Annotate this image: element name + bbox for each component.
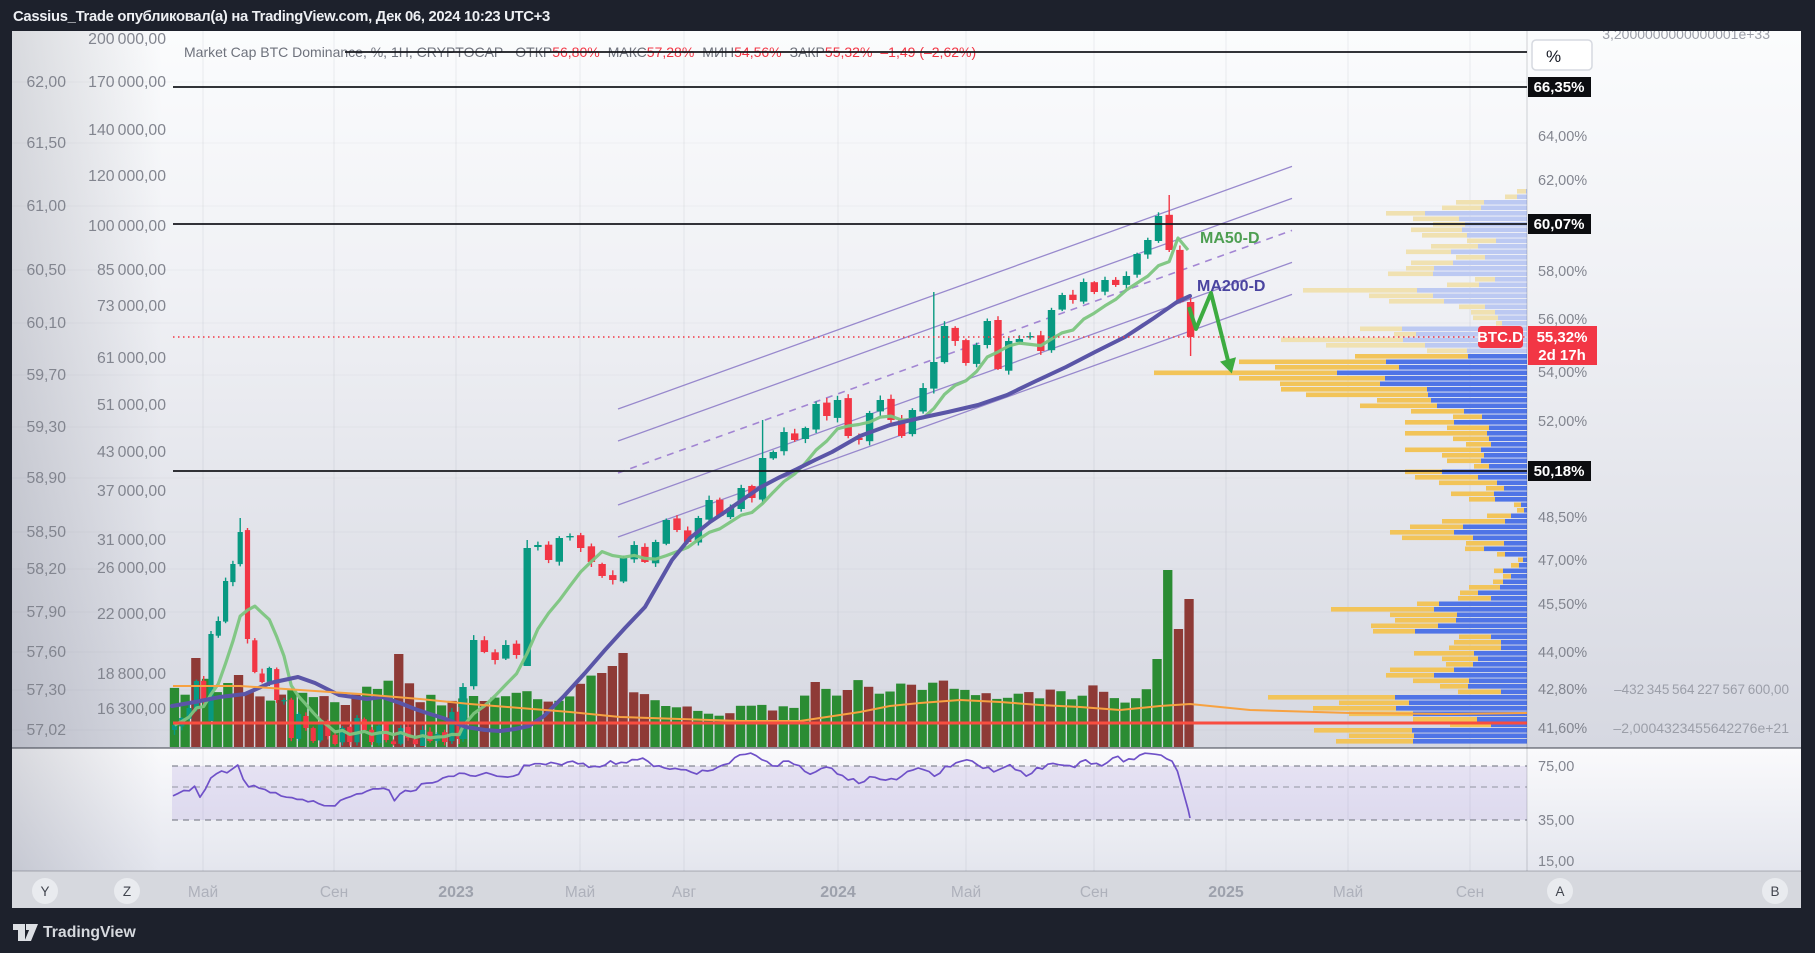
svg-text:170 000,00: 170 000,00 — [88, 74, 166, 91]
svg-text:59,70: 59,70 — [26, 367, 66, 384]
svg-text:64,00%: 64,00% — [1538, 129, 1587, 145]
svg-text:200 000,00: 200 000,00 — [88, 31, 166, 48]
svg-text:58,20: 58,20 — [26, 561, 66, 578]
svg-text:48,50%: 48,50% — [1538, 510, 1587, 526]
svg-text:59,30: 59,30 — [26, 419, 66, 436]
svg-text:15,00: 15,00 — [1538, 854, 1574, 870]
svg-text:MA200-D: MA200-D — [1197, 278, 1265, 295]
svg-text:61,00: 61,00 — [26, 198, 66, 215]
svg-text:51 000,00: 51 000,00 — [97, 397, 166, 414]
svg-text:140 000,00: 140 000,00 — [88, 122, 166, 139]
svg-text:56,00%: 56,00% — [1538, 312, 1587, 328]
svg-text:60,50: 60,50 — [26, 262, 66, 279]
svg-text:B: B — [1770, 884, 1779, 899]
svg-text:60,07%: 60,07% — [1534, 216, 1585, 233]
svg-text:16 300,00: 16 300,00 — [97, 701, 166, 718]
svg-text:57,30: 57,30 — [26, 682, 66, 699]
svg-text:Май: Май — [951, 884, 981, 901]
svg-text:57,02: 57,02 — [26, 722, 66, 739]
svg-text:120 000,00: 120 000,00 — [88, 168, 166, 185]
svg-text:58,00%: 58,00% — [1538, 264, 1587, 280]
svg-text:Z: Z — [123, 884, 131, 899]
svg-text:57,60: 57,60 — [26, 644, 66, 661]
svg-text:Май: Май — [188, 884, 218, 901]
svg-text:MA50-D: MA50-D — [1200, 230, 1260, 247]
svg-text:Cassius_Trade опубликовал(а) н: Cassius_Trade опубликовал(а) на TradingV… — [13, 9, 550, 25]
svg-text:Y: Y — [40, 884, 49, 899]
svg-text:31 000,00: 31 000,00 — [97, 532, 166, 549]
svg-text:66,35%: 66,35% — [1534, 79, 1585, 96]
svg-text:62,00: 62,00 — [26, 74, 66, 91]
svg-text:Май: Май — [565, 884, 595, 901]
svg-text:73 000,00: 73 000,00 — [97, 298, 166, 315]
svg-text:–432 345 564 227 567 600,00: –432 345 564 227 567 600,00 — [1614, 682, 1789, 697]
svg-text:42,80%: 42,80% — [1538, 682, 1587, 698]
svg-text:61,50: 61,50 — [26, 135, 66, 152]
svg-text:62,00%: 62,00% — [1538, 173, 1587, 189]
svg-text:Авг: Авг — [672, 884, 697, 901]
svg-text:%: % — [1546, 47, 1561, 66]
svg-text:43 000,00: 43 000,00 — [97, 444, 166, 461]
svg-text:A: A — [1555, 884, 1564, 899]
svg-text:45,50%: 45,50% — [1538, 597, 1587, 613]
svg-text:2023: 2023 — [438, 884, 474, 901]
svg-text:50,18%: 50,18% — [1534, 463, 1585, 480]
svg-text:85 000,00: 85 000,00 — [97, 262, 166, 279]
svg-text:58,90: 58,90 — [26, 470, 66, 487]
svg-text:58,50: 58,50 — [26, 524, 66, 541]
svg-text:26 000,00: 26 000,00 — [97, 560, 166, 577]
svg-text:37 000,00: 37 000,00 — [97, 483, 166, 500]
svg-text:35,00: 35,00 — [1538, 813, 1574, 829]
svg-text:Май: Май — [1333, 884, 1363, 901]
svg-text:75,00: 75,00 — [1538, 759, 1574, 775]
svg-text:Сен: Сен — [320, 884, 348, 901]
svg-text:2024: 2024 — [820, 884, 856, 901]
svg-text:44,00%: 44,00% — [1538, 645, 1587, 661]
svg-text:54,00%: 54,00% — [1538, 365, 1587, 381]
svg-text:55,32%: 55,32% — [1537, 329, 1588, 346]
svg-text:Сен: Сен — [1456, 884, 1484, 901]
svg-text:100 000,00: 100 000,00 — [88, 218, 166, 235]
svg-text:–2,0004323455642276e+21: –2,0004323455642276e+21 — [1613, 720, 1789, 736]
svg-text:60,10: 60,10 — [26, 315, 66, 332]
svg-text:2d 17h: 2d 17h — [1538, 347, 1586, 364]
svg-text:22 000,00: 22 000,00 — [97, 606, 166, 623]
svg-text:41,60%: 41,60% — [1538, 721, 1587, 737]
svg-text:18 800,00: 18 800,00 — [97, 666, 166, 683]
svg-text:52,00%: 52,00% — [1538, 414, 1587, 430]
svg-text:TradingView: TradingView — [43, 924, 136, 941]
svg-text:BTC.D: BTC.D — [1477, 329, 1523, 346]
svg-text:Сен: Сен — [1080, 884, 1108, 901]
svg-text:47,00%: 47,00% — [1538, 553, 1587, 569]
svg-text:61 000,00: 61 000,00 — [97, 350, 166, 367]
svg-text:57,90: 57,90 — [26, 604, 66, 621]
svg-text:2025: 2025 — [1208, 884, 1244, 901]
